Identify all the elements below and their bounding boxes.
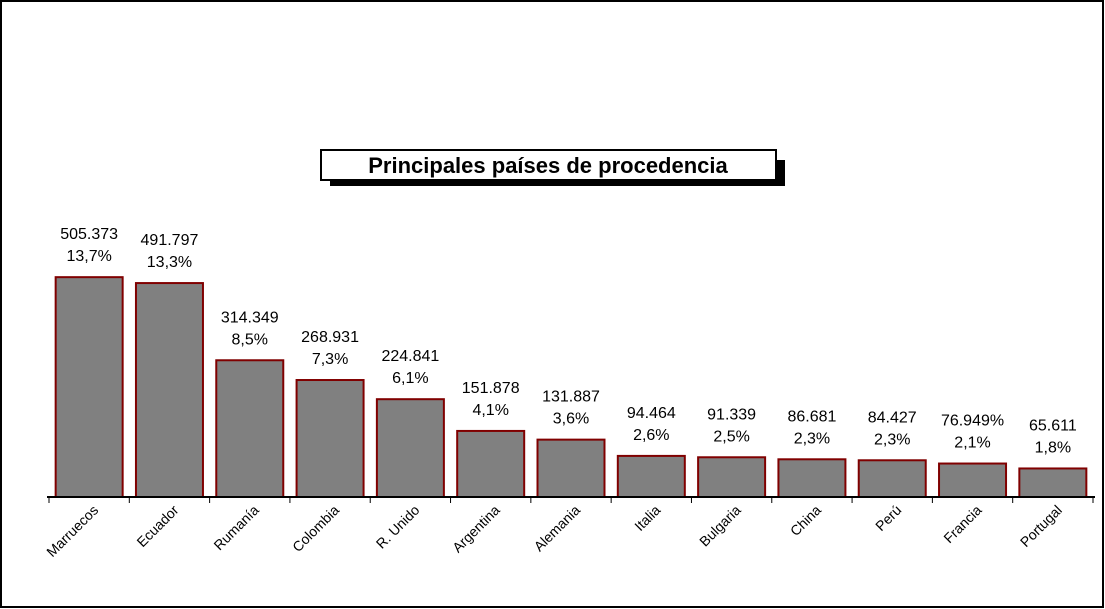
share-label: 7,3% [312,351,348,368]
share-label: 2,1% [954,435,990,452]
bar [857,459,927,499]
bar [1018,467,1088,499]
chart-title: Principales países de procedencia [368,153,728,178]
share-label: 4,1% [472,402,508,419]
share-label: 13,7% [66,248,111,265]
value-label: 505.373 [60,226,118,243]
value-label: 76.949% [941,413,1004,430]
value-label: 224.841 [381,348,439,365]
share-label: 2,5% [713,428,749,445]
value-label: 314.349 [221,309,279,326]
bar [616,454,686,499]
share-label: 3,6% [553,411,589,428]
share-label: 2,3% [874,431,910,448]
value-label: 86.681 [787,408,836,425]
share-label: 6,1% [392,370,428,387]
bar [215,359,285,498]
share-label: 13,3% [147,254,192,271]
share-label: 2,6% [633,427,669,444]
bar [536,438,606,498]
bar [777,458,847,498]
share-label: 2,3% [794,430,830,447]
value-label: 91.339 [707,406,756,423]
bar [697,456,767,499]
value-label: 84.427 [868,409,917,426]
bar [375,398,445,498]
bar [54,276,124,498]
title-box [320,149,777,181]
share-label: 1,8% [1035,439,1071,456]
value-label: 65.611 [1029,417,1077,434]
value-label: 268.931 [301,329,359,346]
bar [938,462,1008,499]
share-label: 8,5% [232,331,268,348]
value-label: 131.887 [542,389,600,406]
bar [134,282,204,498]
value-label: 491.797 [141,232,199,249]
value-label: 94.464 [627,405,676,422]
value-label: 151.878 [462,380,520,397]
bar [456,429,526,499]
bar [295,379,365,498]
